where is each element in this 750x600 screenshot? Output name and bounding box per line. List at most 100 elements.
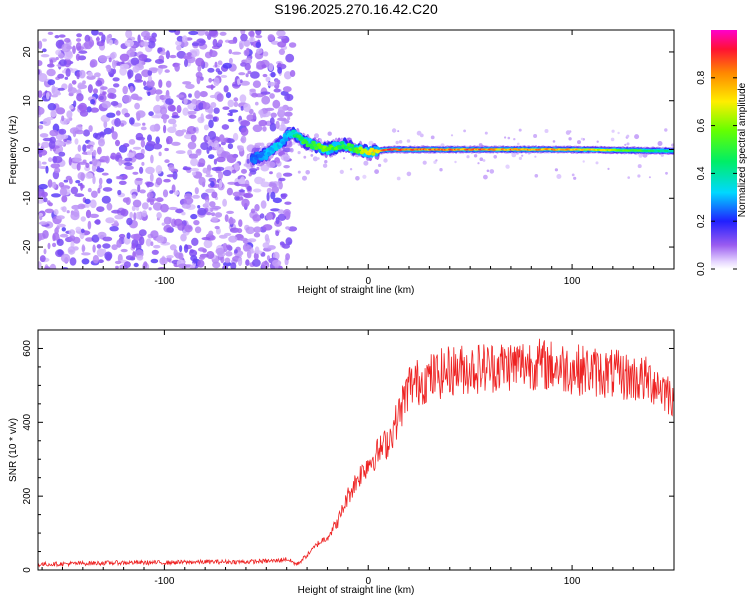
noise-blob	[173, 249, 178, 257]
noise-blob	[134, 152, 145, 160]
noise-blob	[231, 51, 242, 55]
noise-blob	[38, 199, 44, 204]
noise-blob	[127, 152, 135, 159]
noise-speck	[489, 169, 495, 174]
noise-blob	[105, 155, 110, 164]
noise-blob	[224, 232, 232, 237]
noise-blob	[38, 183, 48, 190]
noise-blob	[90, 99, 96, 105]
noise-blob	[251, 92, 258, 98]
noise-blob	[208, 77, 213, 83]
noise-blob	[125, 255, 134, 261]
noise-blob	[103, 120, 108, 129]
colorbar-label: Normalized spectral amplitude	[737, 82, 748, 217]
noise-blob	[240, 33, 248, 42]
noise-blob	[289, 147, 294, 153]
noise-blob	[39, 255, 46, 263]
noise-blob	[248, 173, 252, 177]
noise-blob	[42, 48, 47, 53]
noise-blob	[228, 57, 233, 65]
noise-blob	[222, 62, 232, 69]
noise-blob	[53, 156, 63, 164]
noise-blob	[184, 224, 193, 233]
noise-blob	[51, 193, 61, 198]
noise-blob	[60, 134, 69, 139]
signal-mark	[371, 152, 376, 156]
noise-blob	[182, 107, 189, 116]
noise-blob	[282, 147, 292, 153]
noise-speck	[303, 155, 307, 159]
noise-blob	[249, 88, 256, 93]
noise-blob	[194, 226, 202, 234]
noise-blob	[94, 72, 101, 78]
noise-blob	[209, 201, 216, 208]
noise-blob	[111, 126, 115, 133]
noise-blob	[116, 176, 123, 180]
noise-blob	[155, 197, 164, 203]
noise-blob	[222, 198, 228, 207]
noise-blob	[124, 112, 130, 118]
noise-blob	[84, 34, 91, 43]
noise-blob	[126, 232, 131, 239]
noise-blob	[111, 131, 118, 140]
noise-blob	[146, 192, 154, 199]
noise-blob	[182, 167, 192, 171]
y-tick-label: 0	[22, 146, 33, 152]
noise-blob	[288, 226, 298, 232]
noise-blob	[132, 146, 142, 150]
noise-blob	[192, 194, 200, 199]
noise-blob	[114, 117, 121, 127]
noise-blob	[58, 52, 64, 59]
noise-blob	[53, 209, 59, 216]
noise-blob	[266, 161, 276, 168]
noise-blob	[130, 57, 140, 66]
noise-blob	[120, 248, 128, 253]
noise-blob	[238, 40, 245, 49]
noise-blob	[203, 239, 213, 249]
noise-blob	[128, 139, 136, 145]
noise-blob	[197, 205, 201, 209]
noise-blob	[162, 189, 169, 198]
noise-speck	[521, 154, 524, 157]
noise-blob	[80, 216, 87, 222]
noise-blob	[112, 68, 117, 75]
noise-blob	[175, 150, 186, 155]
noise-blob	[261, 64, 267, 69]
noise-blob	[80, 228, 85, 234]
noise-speck	[396, 176, 401, 181]
noise-speck	[416, 130, 422, 136]
noise-blob	[74, 129, 85, 135]
noise-blob	[233, 97, 239, 102]
noise-blob	[278, 106, 285, 115]
signal-mark	[291, 129, 296, 133]
noise-blob	[72, 45, 76, 54]
noise-blob	[194, 90, 201, 99]
noise-blob	[206, 251, 215, 259]
noise-blob	[113, 83, 120, 88]
noise-blob	[101, 195, 111, 204]
noise-speck	[624, 143, 627, 146]
noise-blob	[47, 103, 57, 111]
noise-blob	[133, 212, 137, 221]
noise-blob	[135, 110, 146, 118]
noise-blob	[145, 181, 154, 187]
noise-blob	[96, 132, 107, 136]
noise-blob	[112, 77, 120, 82]
noise-blob	[231, 169, 237, 174]
noise-blob	[283, 165, 290, 169]
noise-blob	[205, 188, 216, 193]
noise-blob	[38, 233, 43, 242]
noise-blob	[188, 30, 199, 36]
noise-blob	[122, 85, 128, 95]
colorbar-tick-label: 0.8	[696, 70, 707, 84]
noise-blob	[209, 94, 217, 99]
noise-blob	[246, 159, 250, 164]
noise-blob	[81, 244, 86, 253]
noise-blob	[82, 159, 87, 163]
noise-blob	[210, 102, 217, 108]
noise-speck	[406, 171, 412, 177]
noise-blob	[260, 200, 267, 209]
noise-blob	[246, 249, 252, 259]
